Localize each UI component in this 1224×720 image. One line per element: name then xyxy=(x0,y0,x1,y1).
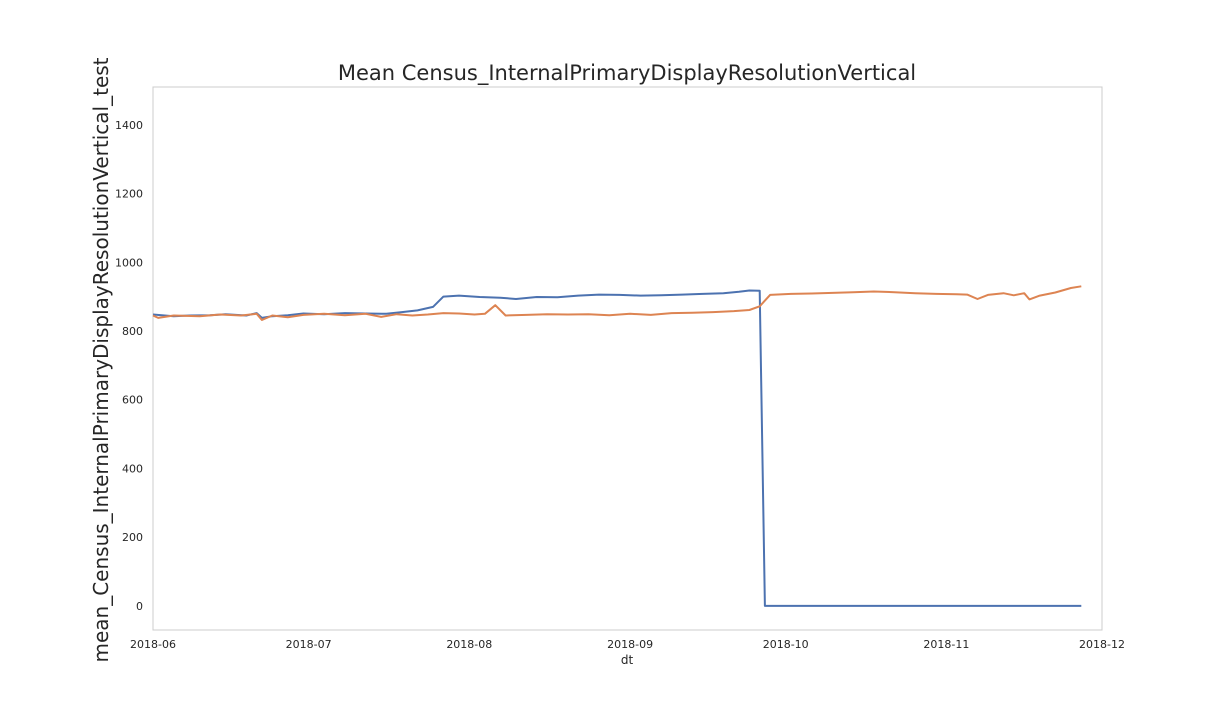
y-tick-label: 800 xyxy=(122,325,143,338)
y-tick-label: 400 xyxy=(122,463,143,476)
chart-title: Mean Census_InternalPrimaryDisplayResolu… xyxy=(338,61,916,86)
y-tick-label: 0 xyxy=(136,600,143,613)
plot-area xyxy=(152,86,1103,631)
x-tick-label: 2018-12 xyxy=(1079,638,1125,651)
x-tick-label: 2018-07 xyxy=(286,638,332,651)
series-line-2 xyxy=(152,285,1082,321)
y-tick-label: 200 xyxy=(122,531,143,544)
y-tick-label: 1400 xyxy=(115,119,143,132)
y-tick-label: 1200 xyxy=(115,188,143,201)
x-axis-label: dt xyxy=(621,653,634,667)
y-axis-ticks: 0 200 400 600 800 1000 1200 1400 xyxy=(115,119,143,613)
x-tick-label: 2018-08 xyxy=(446,638,492,651)
x-tick-label: 2018-06 xyxy=(130,638,176,651)
series-lines xyxy=(152,285,1082,607)
y-tick-label: 600 xyxy=(122,394,143,407)
y-axis-label: mean_Census_InternalPrimaryDisplayResolu… xyxy=(89,57,113,662)
x-tick-label: 2018-11 xyxy=(923,638,969,651)
x-tick-label: 2018-09 xyxy=(607,638,653,651)
x-tick-label: 2018-10 xyxy=(763,638,809,651)
y-tick-label: 1000 xyxy=(115,256,143,269)
x-axis-ticks: 2018-06 2018-07 2018-08 2018-09 2018-10 2018-… xyxy=(130,638,1125,651)
